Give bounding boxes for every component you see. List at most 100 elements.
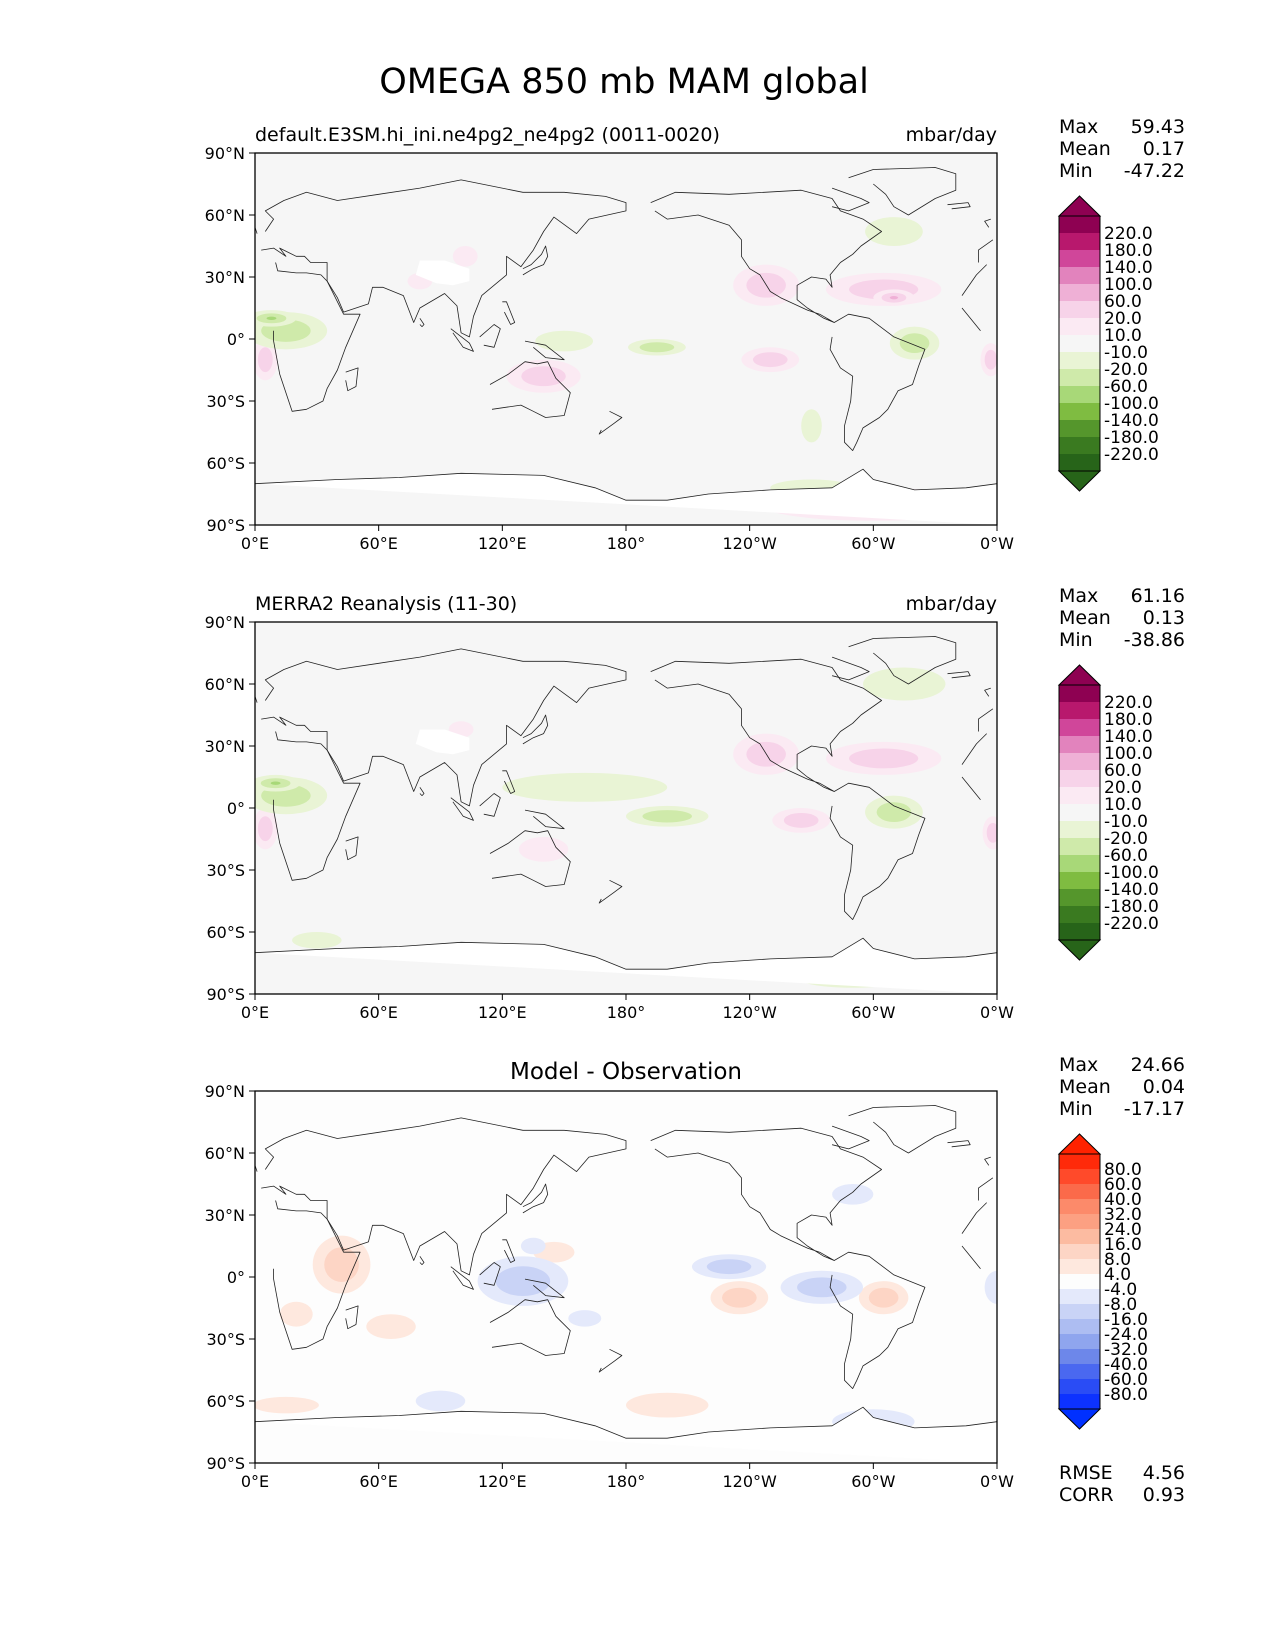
colorbar-band [1059, 352, 1100, 370]
stat-value-min: -38.86 [1124, 629, 1185, 651]
panel-units: mbar/day [906, 593, 997, 615]
coastline-japan [522, 1183, 549, 1214]
coastline-sri-lanka [419, 1256, 425, 1265]
lon-tick-label: 60°E [359, 534, 397, 553]
coastline-sri-lanka [419, 787, 425, 796]
colorbar-band [1059, 685, 1100, 703]
colorbar-tick-label: 100.0 [1104, 275, 1153, 295]
colorbar-band [1059, 267, 1100, 285]
colorbar-band [1059, 1304, 1100, 1320]
negative-contour [642, 810, 692, 823]
negative-contour [801, 409, 822, 443]
coastline-new-guinea [524, 809, 565, 830]
colorbar-tick-label: -180.0 [1104, 428, 1159, 448]
colorbar-over-extend [1057, 664, 1102, 686]
colorbar-under-extend [1057, 939, 1102, 961]
lat-tick-label: 60°N [205, 1144, 245, 1163]
colorbar-band [1059, 787, 1100, 805]
colorbar-band [1059, 386, 1100, 404]
colorbar-band [1059, 1229, 1100, 1245]
colorbar-band [1059, 1289, 1100, 1305]
colorbar-band [1059, 1319, 1100, 1335]
colorbar-band [1059, 1349, 1100, 1365]
lat-tick-label: 90°S [206, 985, 245, 1004]
colorbar-tick-label: -100.0 [1104, 394, 1159, 414]
colorbar-tick-label: 20.0 [1104, 309, 1142, 329]
map-background [255, 1091, 997, 1463]
metric-label-rmse: RMSE [1059, 1462, 1113, 1484]
colorbar-band [1059, 369, 1100, 387]
lon-tick-label: 60°W [851, 1003, 895, 1022]
stat-value-max: 24.66 [1131, 1054, 1185, 1076]
colorbar-band [1059, 284, 1100, 302]
coastline-sumatra [450, 797, 474, 821]
colorbar-tick-label: -10.0 [1104, 343, 1148, 363]
colorbar-band [1059, 804, 1100, 822]
positive-contour [889, 296, 899, 300]
lon-tick-label: 180° [607, 534, 646, 553]
negative-contour [270, 781, 281, 785]
colorbar-tick-label: 32.0 [1104, 1205, 1142, 1225]
stat-value-max: 61.16 [1131, 585, 1185, 607]
colorbar-band [1059, 770, 1100, 788]
colorbar-tick-label: 10.0 [1104, 326, 1142, 346]
coastline-madagascar [345, 836, 359, 861]
colorbar-band [1059, 753, 1100, 771]
colorbar-tick-label: -80.0 [1104, 1385, 1148, 1405]
lon-tick-label: 180° [607, 1003, 646, 1022]
colorbar-under-extend [1057, 470, 1102, 492]
coastline-australia [489, 1299, 571, 1356]
coastline-africa [273, 262, 987, 412]
colorbar-band [1059, 454, 1100, 472]
lon-tick-label: 120°W [722, 1472, 777, 1491]
colorbar-tick-label: -24.0 [1104, 1325, 1148, 1345]
positive-contour [257, 347, 273, 373]
coastline-sumatra [450, 328, 474, 352]
negative-contour [568, 1310, 602, 1327]
coastline-greenland [848, 636, 957, 685]
negative-contour [266, 316, 277, 320]
colorbar-band [1059, 821, 1100, 839]
coastline-philippines [502, 1239, 516, 1263]
coastline-greenland [848, 1105, 957, 1154]
coastline-north-america [650, 658, 882, 792]
colorbar-band [1059, 1154, 1100, 1170]
map-clip-group [255, 1091, 997, 1463]
positive-contour [518, 836, 569, 862]
colorbar-tick-label: 220.0 [1104, 693, 1153, 713]
lat-tick-label: 0° [227, 330, 245, 349]
negative-contour [865, 217, 923, 246]
panel-left-title: default.E3SM.hi_ini.ne4pg2_ne4pg2 (0011-… [255, 124, 720, 146]
colorbar-tick-label: 10.0 [1104, 795, 1142, 815]
coastline-baffin [831, 1125, 870, 1150]
colorbar-tick-label: 40.0 [1104, 1190, 1142, 1210]
lat-tick-label: 30°S [206, 1330, 245, 1349]
positive-contour [722, 1287, 757, 1308]
map-area: 90°N 60°N 30°N 0° 30°S 60°S 90°S0°E 60°E 120°E 18… [205, 613, 1015, 1022]
colorbar-tick-label: -140.0 [1104, 880, 1159, 900]
coastline-sri-lanka [419, 318, 425, 327]
panel-center-title: Model - Observation [510, 1059, 742, 1085]
colorbar-frame [1058, 684, 1101, 941]
negative-contour [292, 932, 342, 949]
colorbar-band [1059, 1259, 1100, 1275]
colorbar-band [1059, 1274, 1100, 1290]
map-area: 90°N 60°N 30°N 0° 30°S 60°S 90°S0°E 60°E 120°E 18… [205, 1082, 1015, 1491]
colorbar-over-extend [1057, 1133, 1102, 1155]
lon-tick-label: 60°E [359, 1472, 397, 1491]
coastline-baffin [831, 187, 870, 212]
positive-contour [849, 748, 919, 769]
coastline-south-america [829, 1251, 926, 1389]
map-background [255, 153, 997, 525]
negative-contour [502, 772, 668, 802]
colorbar-band [1059, 301, 1100, 319]
coastline-africa [273, 1200, 987, 1350]
negative-contour [415, 1390, 466, 1412]
lon-tick-label: 180° [607, 1472, 646, 1491]
colorbar-band [1059, 719, 1100, 737]
lon-tick-label: 120°W [722, 534, 777, 553]
stat-label-mean: Mean [1059, 138, 1111, 160]
masked-region [415, 260, 470, 286]
colorbar-band [1059, 1184, 1100, 1200]
colorbar-tick-label: 220.0 [1104, 224, 1153, 244]
